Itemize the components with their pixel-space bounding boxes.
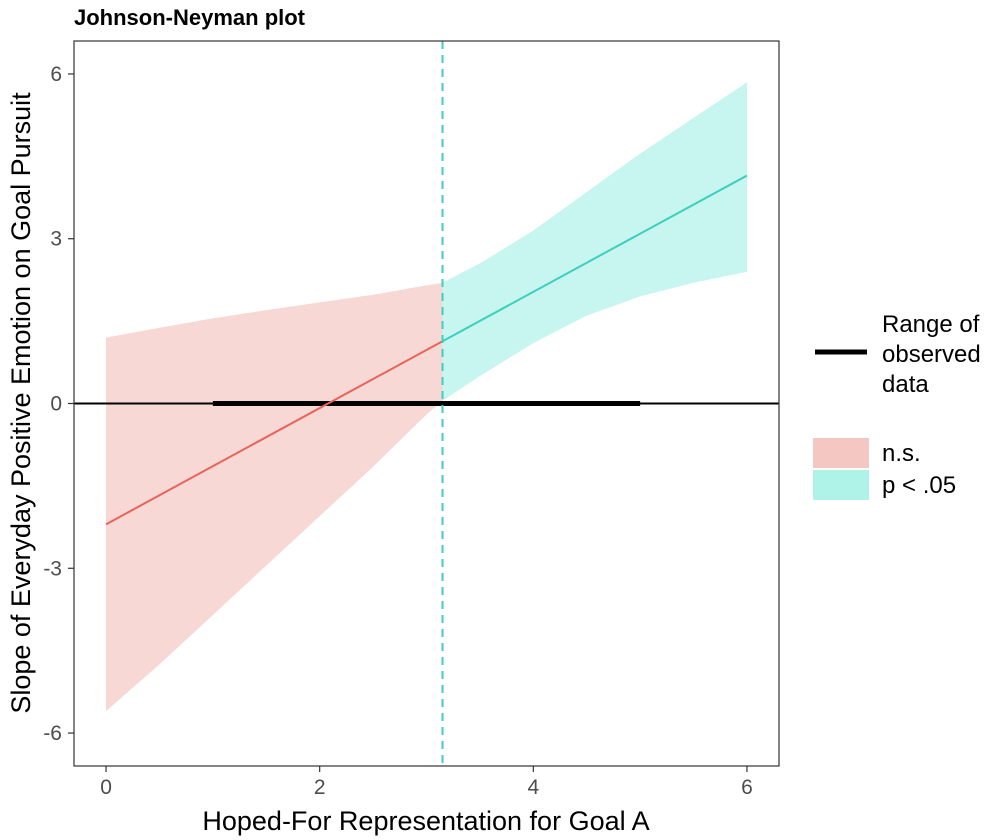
legend-ns-label: n.s. [882, 440, 921, 467]
y-tick-label: -6 [43, 722, 62, 745]
significant-slope-line [442, 174, 748, 343]
ns-slope-line [105, 340, 444, 526]
ns-confidence-band [106, 282, 443, 712]
y-tick-label: 0 [50, 393, 62, 416]
plot-area [73, 40, 780, 767]
y-axis: -6 -3 0 3 6 [43, 63, 74, 745]
significant-confidence-band [442, 82, 747, 401]
x-tick-label: 0 [100, 776, 112, 799]
x-axis-label: Hoped-For Representation for Goal A [202, 806, 649, 836]
legend-range-label: observed [882, 341, 981, 368]
chart-title: Johnson-Neyman plot [74, 5, 306, 30]
y-axis-label: Slope of Everyday Positive Emotion on Go… [6, 92, 36, 714]
legend-significant-key [813, 470, 869, 500]
legend-significant-label: p < .05 [882, 472, 956, 499]
y-tick-label: 3 [50, 228, 62, 251]
x-axis: 0 2 4 6 [100, 766, 753, 799]
legend: Range of observed data n.s. p < .05 [813, 311, 981, 500]
legend-ns-key [813, 438, 869, 468]
x-tick-label: 2 [314, 776, 326, 799]
y-tick-label: -3 [43, 557, 62, 580]
legend-range-label: Range of [882, 311, 980, 338]
y-tick-label: 6 [50, 63, 62, 86]
x-tick-label: 6 [741, 776, 753, 799]
x-tick-label: 4 [527, 776, 539, 799]
legend-range-label: data [882, 371, 929, 398]
